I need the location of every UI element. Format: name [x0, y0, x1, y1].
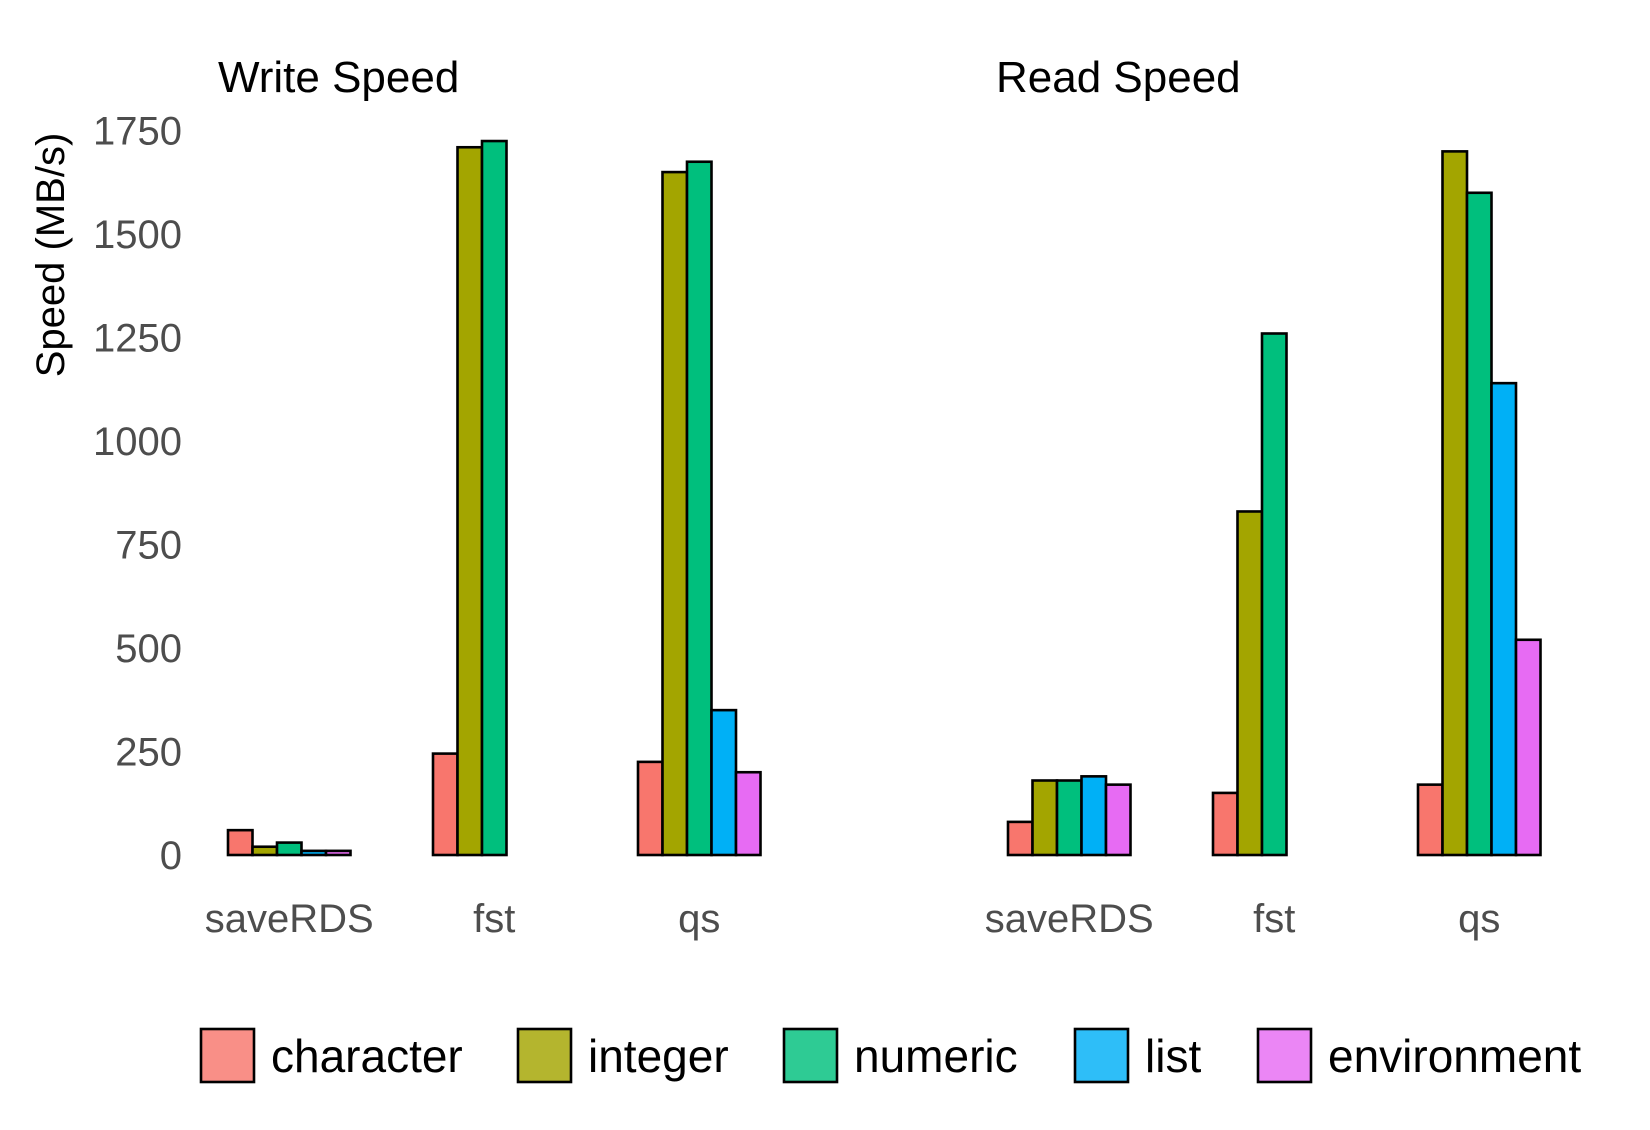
legend-label: environment: [1328, 1030, 1581, 1082]
legend-swatch: [516, 1027, 573, 1084]
legend: character integer numeric list environment: [199, 1027, 1581, 1084]
legend-swatch: [782, 1027, 839, 1084]
legend-item-numeric: numeric: [782, 1027, 1018, 1084]
bar-saveRDS-environment: [324, 849, 352, 857]
legend-swatch: [1256, 1027, 1313, 1084]
y-tick-label: 1500: [93, 213, 182, 257]
bar-fst-character: [1211, 791, 1239, 857]
bar-qs-character: [1416, 783, 1444, 857]
bar-qs-list: [710, 708, 738, 857]
legend-item-character: character: [199, 1027, 463, 1084]
x-tick-label: saveRDS: [985, 897, 1154, 941]
bar-qs-integer: [1441, 150, 1469, 857]
y-tick-label: 500: [115, 627, 182, 671]
legend-item-environment: environment: [1256, 1027, 1581, 1084]
y-tick-label: 750: [115, 524, 182, 568]
x-tick-label: qs: [1458, 897, 1500, 941]
panel-title: Read Speed: [996, 53, 1241, 102]
bar-qs-list: [1490, 381, 1518, 857]
panel-read: Read Speed saveRDS fst qs: [985, 53, 1542, 941]
bar-qs-integer: [661, 170, 689, 857]
x-tick-label: saveRDS: [205, 897, 374, 941]
bar-qs-environment: [734, 770, 762, 857]
bar-qs-character: [636, 760, 664, 857]
legend-item-list: list: [1073, 1027, 1201, 1084]
y-tick-label: 1000: [93, 420, 182, 464]
y-tick-label: 1250: [93, 317, 182, 361]
bar-saveRDS-numeric: [275, 841, 303, 857]
bar-saveRDS-integer: [251, 845, 279, 857]
bar-qs-environment: [1514, 638, 1542, 857]
y-axis: 0 250 500 750 1000 1250 1500 1750 Speed (MB/s): [29, 110, 182, 878]
y-tick-label: 0: [160, 834, 182, 878]
legend-label: integer: [588, 1030, 729, 1082]
panel-title: Write Speed: [218, 53, 459, 102]
y-axis-title: Speed (MB/s): [29, 133, 73, 378]
legend-item-integer: integer: [516, 1027, 729, 1084]
bar-saveRDS-character: [226, 828, 254, 857]
legend-label: character: [271, 1030, 463, 1082]
bar-fst-numeric: [1260, 332, 1288, 857]
legend-swatch: [1073, 1027, 1130, 1084]
panel-write: Write Speed saveRDS fst qs: [205, 53, 762, 941]
y-tick-label: 250: [115, 731, 182, 775]
x-tick-label: qs: [678, 897, 720, 941]
x-tick-label: fst: [1253, 897, 1295, 941]
bar-fst-integer: [456, 145, 484, 857]
bar-qs-numeric: [1465, 191, 1493, 857]
legend-label: numeric: [854, 1030, 1018, 1082]
bar-saveRDS-list: [300, 849, 328, 857]
bar-saveRDS-list: [1080, 775, 1108, 857]
panels-layer: Write Speed saveRDS fst qs Read Speed saveRDS…: [205, 53, 1542, 941]
bar-saveRDS-numeric: [1055, 779, 1083, 857]
legend-swatch: [199, 1027, 256, 1084]
bar-saveRDS-integer: [1031, 779, 1059, 857]
bar-fst-character: [431, 752, 459, 857]
bar-fst-integer: [1236, 510, 1264, 857]
y-tick-label: 1750: [93, 110, 182, 154]
legend-label: list: [1145, 1030, 1201, 1082]
bar-qs-numeric: [685, 160, 713, 857]
x-tick-label: fst: [473, 897, 515, 941]
bar-saveRDS-environment: [1104, 783, 1132, 857]
bar-saveRDS-character: [1006, 820, 1034, 857]
bar-fst-numeric: [480, 139, 508, 857]
